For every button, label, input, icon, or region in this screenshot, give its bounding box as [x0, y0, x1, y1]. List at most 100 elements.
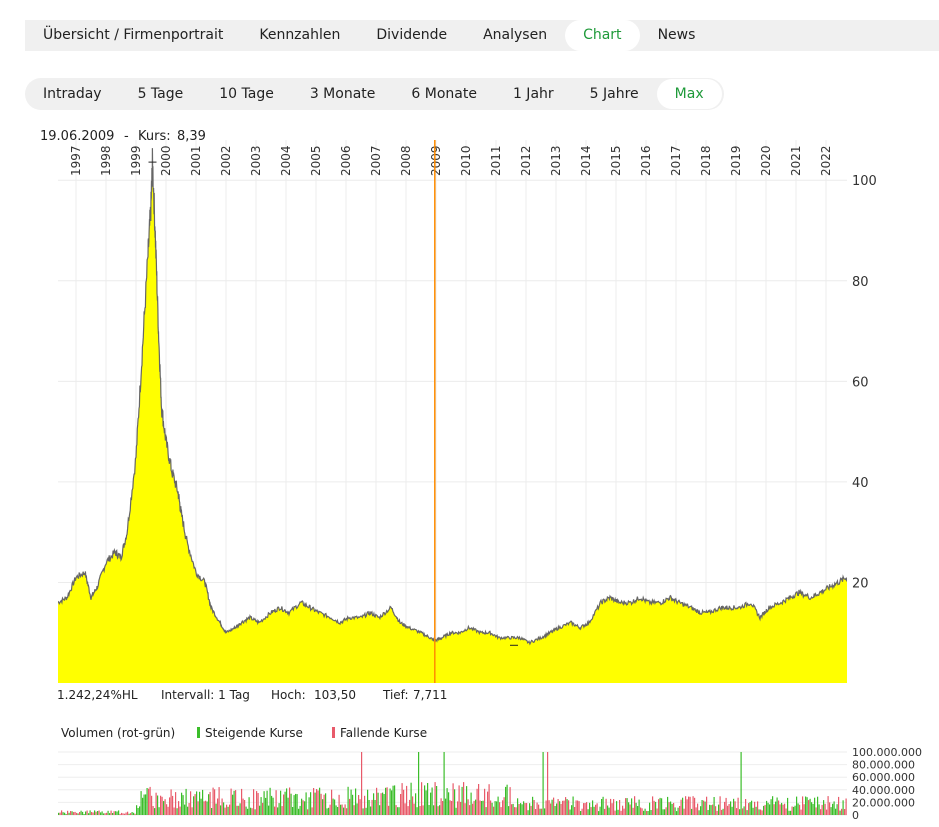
- volume-bar: [131, 812, 133, 815]
- volume-bar: [704, 801, 706, 815]
- volume-bar: [505, 786, 507, 815]
- volume-bar: [88, 813, 90, 815]
- volume-bar: [322, 799, 324, 815]
- volume-bar: [443, 752, 445, 815]
- x-tick-label: 2018: [699, 145, 713, 176]
- tab-analysen[interactable]: Analysen: [483, 27, 548, 43]
- volume-bar: [779, 804, 781, 815]
- volume-bar: [86, 810, 88, 815]
- volume-bar: [760, 809, 762, 815]
- volume-bar: [314, 792, 316, 815]
- tab-chart[interactable]: Chart: [565, 20, 640, 51]
- volume-bar: [167, 806, 169, 815]
- volume-bar: [784, 803, 786, 815]
- volume-bar: [539, 808, 541, 815]
- x-tick-label: 1998: [99, 145, 113, 176]
- volume-bar: [379, 805, 381, 815]
- volume-bar: [232, 794, 234, 815]
- stat-interval: Intervall: 1 Tag: [161, 688, 250, 702]
- volume-bar: [116, 811, 118, 815]
- volume-bar: [230, 788, 232, 815]
- volume-bar: [289, 787, 291, 815]
- volume-bar: [277, 807, 279, 815]
- volume-bar: [644, 808, 646, 815]
- volume-bar: [721, 809, 723, 815]
- volume-bar: [515, 807, 517, 815]
- volume-bar: [160, 795, 162, 815]
- volume-bar: [290, 793, 292, 815]
- volume-bar: [89, 810, 91, 815]
- range-5-jahre[interactable]: 5 Jahre: [589, 86, 639, 102]
- volume-bar: [433, 805, 435, 815]
- range-10-tage[interactable]: 10 Tage: [219, 86, 274, 102]
- volume-bar: [650, 810, 652, 815]
- tab-bersicht-firmenportrait[interactable]: Übersicht / Firmenportrait: [43, 27, 224, 43]
- x-tick-label: 2006: [339, 145, 353, 176]
- volume-bar: [422, 805, 424, 815]
- volume-bar: [532, 796, 534, 815]
- volume-bar: [178, 801, 180, 815]
- volume-bar: [472, 803, 474, 815]
- range-6-monate[interactable]: 6 Monate: [411, 86, 477, 102]
- volume-bar: [698, 810, 700, 815]
- volume-bar: [245, 806, 247, 815]
- volume-bar: [154, 808, 156, 815]
- volume-bar: [761, 810, 763, 815]
- volume-bar: [76, 812, 78, 815]
- x-tick-label: 2021: [789, 145, 803, 176]
- volume-bar: [550, 803, 552, 815]
- volume-bar: [568, 800, 570, 815]
- volume-bar: [61, 810, 63, 815]
- volume-bar: [557, 799, 559, 815]
- volume-bar: [674, 807, 676, 815]
- volume-bar: [151, 795, 153, 815]
- volume-bar: [772, 796, 774, 815]
- volume-bar: [440, 798, 442, 815]
- volume-bar: [655, 801, 657, 815]
- tab-dividende[interactable]: Dividende: [376, 27, 448, 43]
- volume-bar: [664, 809, 666, 815]
- volume-bar: [689, 796, 691, 815]
- volume-bar: [391, 790, 393, 815]
- x-tick-label: 2011: [489, 145, 503, 176]
- volume-bar: [445, 798, 447, 815]
- volume-bar: [92, 812, 94, 815]
- volume-bar: [529, 803, 531, 815]
- volume-bar: [91, 812, 93, 815]
- volume-bar: [208, 794, 210, 815]
- volume-bar: [332, 798, 334, 815]
- tab-kennzahlen[interactable]: Kennzahlen: [259, 27, 341, 43]
- volume-bar: [176, 808, 178, 815]
- range-intraday[interactable]: Intraday: [43, 86, 102, 102]
- volume-bar: [809, 798, 811, 815]
- volume-bar: [400, 794, 402, 815]
- volume-bar: [224, 807, 226, 815]
- tab-news[interactable]: News: [657, 27, 696, 43]
- volume-bar: [827, 796, 829, 815]
- volume-bar: [691, 808, 693, 815]
- volume-bar: [340, 804, 342, 815]
- range-5-tage[interactable]: 5 Tage: [137, 86, 184, 102]
- volume-bar: [239, 803, 241, 815]
- volume-bar: [709, 804, 711, 815]
- volume-bar: [821, 804, 823, 815]
- volume-bar: [221, 798, 223, 815]
- volume-bar: [344, 804, 346, 815]
- volume-bar: [358, 795, 360, 815]
- volume-bar: [409, 799, 411, 815]
- range-3-monate[interactable]: 3 Monate: [309, 86, 376, 102]
- volume-bar: [506, 784, 508, 815]
- volume-bar: [463, 782, 465, 815]
- volume-bar: [479, 800, 481, 815]
- range-1-jahr[interactable]: 1 Jahr: [512, 86, 554, 102]
- volume-bar: [797, 803, 799, 815]
- volume-bar: [313, 788, 315, 815]
- volume-bar: [236, 805, 238, 815]
- volume-bar: [368, 800, 370, 815]
- volume-bar: [392, 785, 394, 815]
- range-max[interactable]: Max: [656, 79, 722, 109]
- volume-bar: [152, 806, 154, 815]
- volume-bar: [560, 803, 562, 815]
- volume-bar: [659, 797, 661, 815]
- volume-bar: [361, 752, 363, 815]
